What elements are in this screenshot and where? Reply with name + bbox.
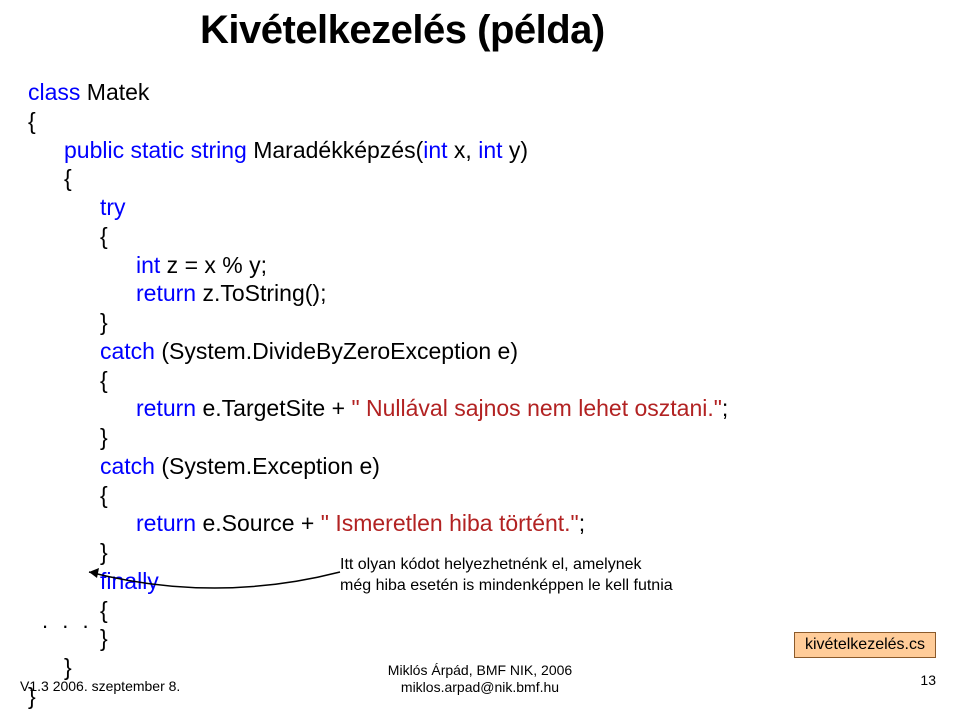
footer-author-line: Miklós Árpád, BMF NIK, 2006	[0, 662, 960, 679]
code-line: }	[28, 624, 728, 653]
code-text: Maradékképzés(	[247, 137, 423, 163]
code-line: catch (System.Exception e)	[28, 452, 728, 481]
keyword: return	[136, 395, 196, 421]
callout-note: Itt olyan kódot helyezhetnénk el, amelyn…	[340, 555, 673, 597]
code-line: }	[28, 423, 728, 452]
keyword: finally	[100, 568, 159, 594]
code-line: {	[28, 222, 728, 251]
code-line: return e.TargetSite + " Nullával sajnos …	[28, 394, 728, 423]
code-text: (System.Exception e)	[155, 453, 380, 479]
keyword: int	[136, 252, 160, 278]
code-line: return z.ToString();	[28, 279, 728, 308]
code-text: (System.DivideByZeroException e)	[155, 338, 518, 364]
keyword: int	[423, 137, 447, 163]
code-line: try	[28, 193, 728, 222]
code-block: class Matek { public static string Marad…	[28, 78, 728, 711]
code-line: class Matek	[28, 78, 728, 107]
string-literal: " Ismeretlen hiba történt."	[321, 510, 579, 536]
ellipsis: . . .	[42, 608, 93, 634]
code-text: e.TargetSite +	[196, 395, 351, 421]
callout-line: Itt olyan kódot helyezhetnénk el, amelyn…	[340, 555, 673, 576]
code-line: {	[28, 481, 728, 510]
code-line: int z = x % y;	[28, 251, 728, 280]
footer-author-line: miklos.arpad@nik.bmf.hu	[0, 679, 960, 696]
keyword: return	[136, 280, 196, 306]
code-text: Matek	[80, 79, 149, 105]
keyword: return	[136, 510, 196, 536]
code-text: ;	[722, 395, 728, 421]
code-line: {	[28, 366, 728, 395]
keyword: catch	[100, 338, 155, 364]
keyword: public	[64, 137, 124, 163]
keyword: class	[28, 79, 80, 105]
code-text: x,	[448, 137, 479, 163]
code-text: y)	[503, 137, 529, 163]
callout-line: még hiba esetén is mindenképpen le kell …	[340, 576, 673, 597]
code-line: return e.Source + " Ismeretlen hiba tört…	[28, 509, 728, 538]
string-literal: " Nullával sajnos nem lehet osztani."	[351, 395, 721, 421]
keyword: static	[124, 137, 184, 163]
code-text: ;	[579, 510, 585, 536]
keyword: int	[478, 137, 502, 163]
code-line: public static string Maradékképzés(int x…	[28, 136, 728, 165]
code-line: {	[28, 107, 728, 136]
code-text: e.Source +	[196, 510, 321, 536]
keyword: catch	[100, 453, 155, 479]
keyword: try	[100, 194, 126, 220]
slide-title: Kivételkezelés (példa)	[200, 8, 605, 53]
footer-page-number: 13	[920, 672, 936, 688]
code-line: {	[28, 164, 728, 193]
code-line: catch (System.DivideByZeroException e)	[28, 337, 728, 366]
filename-badge: kivételkezelés.cs	[794, 632, 936, 658]
code-text: z = x % y;	[160, 252, 267, 278]
code-line: }	[28, 308, 728, 337]
footer-author: Miklós Árpád, BMF NIK, 2006 miklos.arpad…	[0, 662, 960, 696]
code-line: {	[28, 596, 728, 625]
keyword: string	[184, 137, 247, 163]
code-text: z.ToString();	[196, 280, 326, 306]
